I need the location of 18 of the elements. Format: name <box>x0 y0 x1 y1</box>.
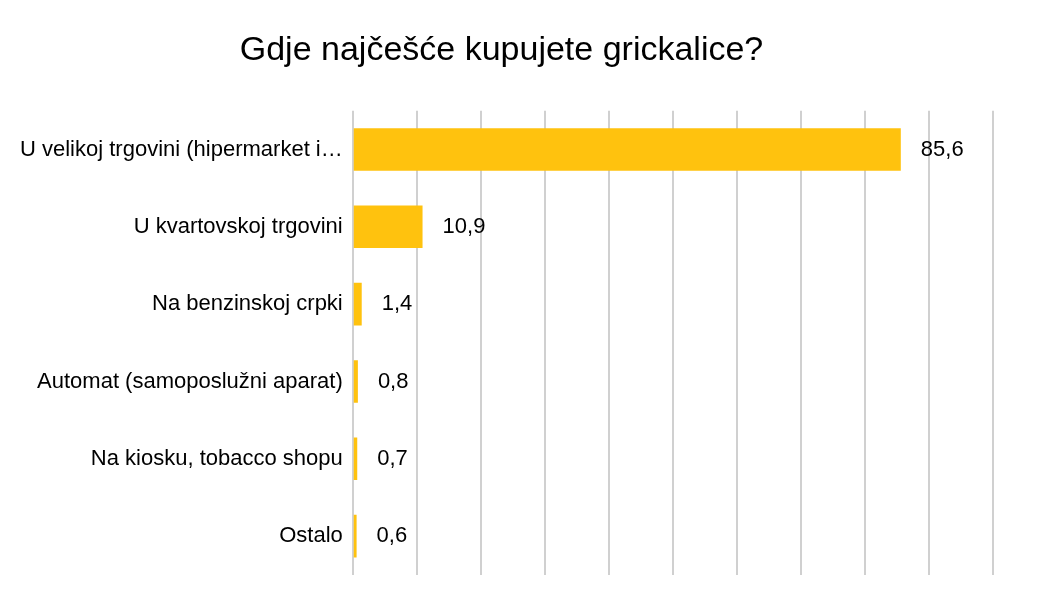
y-tick-label: Automat (samoposlužni aparat) <box>37 367 343 393</box>
y-tick-label: U kvartovskoj trgovini <box>133 212 343 238</box>
y-tick-label: Na kiosku, tobacco shopu <box>90 444 343 470</box>
data-label: 1,4 <box>381 290 413 316</box>
data-label: 0,6 <box>376 522 408 548</box>
data-label: 10,9 <box>442 212 486 238</box>
data-label: 0,7 <box>377 444 408 470</box>
bar <box>353 360 358 403</box>
bar <box>353 128 901 171</box>
data-label: 0,8 <box>377 367 409 393</box>
data-label: 85,6 <box>920 135 964 161</box>
bar <box>353 282 362 326</box>
y-tick-label: Ostalo <box>279 522 343 548</box>
bar <box>353 514 357 558</box>
chart-title: Gdje najčešće kupujete grickalice? <box>239 28 764 67</box>
y-tick-label: Na benzinskoj crpki <box>152 290 343 316</box>
bar <box>353 205 423 249</box>
y-tick-label: U velikoj trgovini (hipermarket i… <box>19 135 343 161</box>
